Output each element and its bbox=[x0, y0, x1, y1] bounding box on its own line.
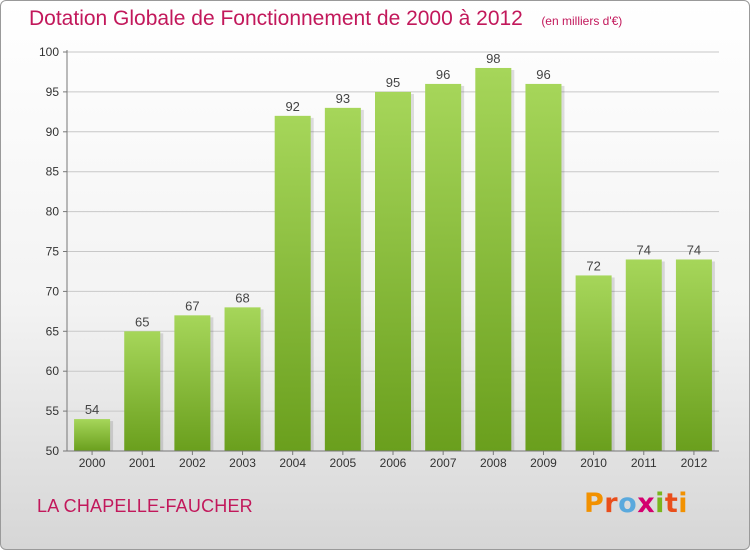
y-tick-label: 95 bbox=[46, 85, 60, 99]
bar bbox=[625, 259, 662, 451]
y-tick-label: 60 bbox=[46, 364, 60, 378]
data-label: 96 bbox=[436, 67, 450, 82]
bar bbox=[525, 83, 562, 452]
data-label: 74 bbox=[637, 242, 651, 257]
data-label: 92 bbox=[285, 99, 299, 114]
logo-letter: t bbox=[664, 488, 679, 519]
data-label: 65 bbox=[135, 314, 149, 329]
x-tick-label: 2002 bbox=[179, 456, 206, 470]
y-tick-label: 100 bbox=[39, 45, 59, 59]
bar bbox=[324, 107, 361, 452]
bar bbox=[375, 91, 411, 452]
y-tick-label: 55 bbox=[46, 404, 60, 418]
data-label: 67 bbox=[185, 298, 199, 313]
bar bbox=[575, 275, 612, 451]
data-label: 98 bbox=[486, 51, 500, 66]
y-tick-label: 70 bbox=[46, 284, 60, 298]
x-tick-label: 2011 bbox=[631, 456, 657, 470]
x-tick-label: 2006 bbox=[380, 456, 407, 470]
chart-title: Dotation Globale de Fonctionnement de 20… bbox=[29, 7, 523, 30]
bar bbox=[675, 259, 712, 451]
data-label: 96 bbox=[536, 67, 550, 82]
y-tick-label: 80 bbox=[46, 205, 60, 219]
bars bbox=[74, 67, 715, 452]
x-tick-label: 2012 bbox=[681, 456, 708, 470]
x-tick-label: 2010 bbox=[580, 456, 607, 470]
proxiti-logo[interactable]: Proxiti bbox=[584, 488, 688, 519]
data-label: 54 bbox=[85, 402, 99, 417]
x-tick-label: 2007 bbox=[430, 456, 457, 470]
chart-unit: (en milliers d'€) bbox=[541, 14, 623, 28]
axes bbox=[63, 50, 719, 455]
x-tick-label: 2000 bbox=[79, 456, 106, 470]
bar bbox=[224, 307, 261, 451]
logo-letter: x bbox=[637, 488, 656, 519]
logo-letter: i bbox=[655, 488, 665, 519]
logo-letter: o bbox=[618, 488, 638, 519]
bar bbox=[475, 67, 512, 452]
y-tick-label: 85 bbox=[46, 165, 60, 179]
bar bbox=[74, 419, 111, 451]
logo-letter: i bbox=[678, 488, 689, 519]
x-tick-label: 2009 bbox=[530, 456, 557, 470]
y-tick-label: 50 bbox=[46, 444, 60, 458]
x-tick-label: 2005 bbox=[329, 456, 356, 470]
x-tick-label: 2004 bbox=[279, 456, 306, 470]
title-row: Dotation Globale de Fonctionnement de 20… bbox=[29, 7, 622, 31]
y-tick-label: 65 bbox=[46, 324, 60, 338]
commune-name: LA CHAPELLE-FAUCHER bbox=[37, 496, 253, 516]
data-label: 72 bbox=[586, 258, 600, 273]
x-tick-label: 2008 bbox=[480, 456, 507, 470]
x-tick-label: 2003 bbox=[229, 456, 256, 470]
bar bbox=[425, 83, 462, 452]
bar bbox=[274, 115, 311, 451]
y-tick-label: 90 bbox=[46, 125, 60, 139]
bar bbox=[124, 331, 161, 451]
logo-letter: P bbox=[584, 488, 605, 519]
x-tick-label: 2001 bbox=[129, 456, 156, 470]
data-label: 93 bbox=[336, 91, 350, 106]
y-tick-label: 75 bbox=[46, 245, 60, 259]
data-label: 68 bbox=[235, 290, 249, 305]
bar bbox=[174, 315, 211, 451]
data-label: 74 bbox=[687, 242, 701, 257]
data-label: 95 bbox=[386, 75, 400, 90]
logo-letter: r bbox=[604, 488, 619, 519]
labels: 50 55 60 65 70 75 80 85 90 95 100 2000 54 2001 65 2002 6… bbox=[39, 45, 708, 470]
